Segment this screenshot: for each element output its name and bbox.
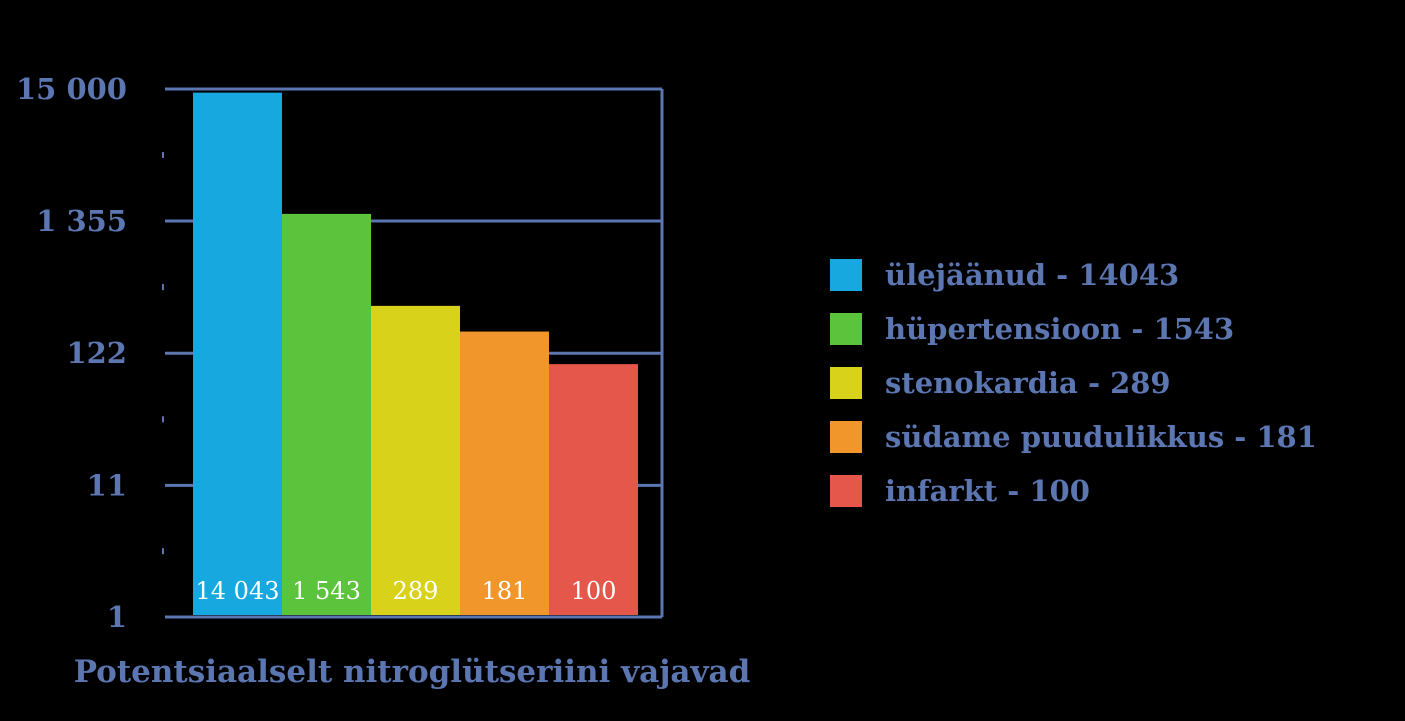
legend-label: infarkt - 100 (885, 474, 1090, 508)
bar-data-label: 181 (482, 577, 528, 605)
legend-swatch (830, 475, 862, 507)
legend-label: hüpertensioon - 1543 (885, 312, 1234, 346)
bar (371, 305, 460, 615)
bar-data-label: 100 (571, 577, 617, 605)
bar (460, 331, 549, 615)
y-tick-label: 15 000 (16, 72, 127, 106)
y-tick-label: 1 (107, 600, 127, 634)
legend-swatch (830, 421, 862, 453)
legend-label: stenokardia - 289 (885, 366, 1171, 400)
bar (282, 213, 371, 615)
bar (549, 364, 638, 615)
legend: ülejäänud - 14043 hüpertensioon - 1543 ste… (830, 258, 1317, 508)
bars-group (193, 92, 638, 615)
y-tick-label: 1 355 (36, 204, 127, 238)
bar (193, 92, 282, 615)
bar-data-label: 1 543 (292, 577, 361, 605)
data-labels-group: 14 043 1 543 289 181 100 (196, 577, 617, 605)
legend-label: südame puudulikkus - 181 (885, 420, 1317, 454)
legend-swatch (830, 313, 862, 345)
legend-swatch (830, 259, 862, 291)
x-axis-label: Potentsiaalselt nitroglütseriini vajavad (74, 654, 751, 690)
bar-data-label: 14 043 (196, 577, 280, 605)
legend-swatch (830, 367, 862, 399)
y-tick-label: 122 (66, 336, 127, 370)
legend-label: ülejäänud - 14043 (885, 258, 1179, 292)
y-tick-label: 11 (87, 468, 127, 502)
bar-data-label: 289 (393, 577, 439, 605)
